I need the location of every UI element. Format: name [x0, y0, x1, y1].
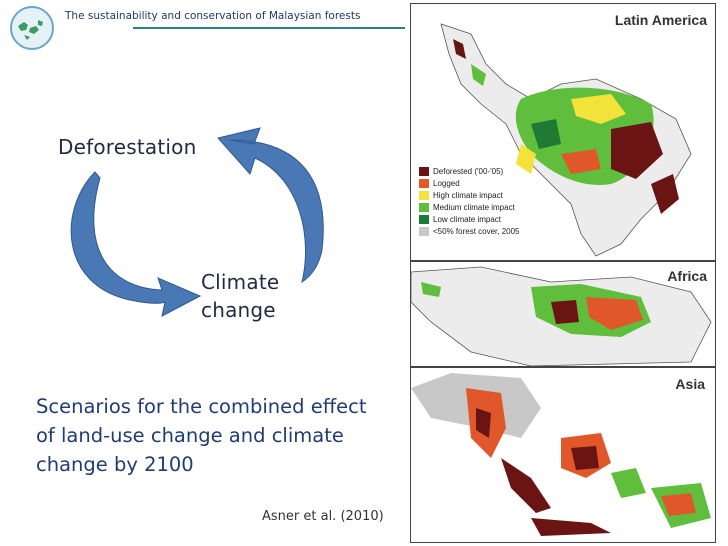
legend-label: Deforested ('00-'05): [433, 167, 504, 176]
map-panel-asia: Asia: [411, 368, 715, 542]
deforestation-label: Deforestation: [58, 135, 197, 159]
legend-label: Medium climate impact: [433, 203, 515, 212]
legend-swatch: [419, 167, 429, 176]
latin-america-map: [411, 4, 715, 260]
cycle-arrow-top: [217, 127, 324, 284]
citation: Asner et al. (2010): [262, 509, 384, 524]
legend-label: Logged: [433, 179, 460, 188]
legend-item: High climate impact: [419, 190, 520, 201]
climate-change-line1: Climate: [201, 270, 280, 294]
legend-item: <50% forest cover, 2005: [419, 226, 520, 237]
cycle-arrow-bottom: [70, 171, 202, 317]
header-divider: [133, 27, 405, 29]
map-panel-africa: Africa: [411, 262, 715, 368]
scenario-text: Scenarios for the combined effect of lan…: [36, 392, 406, 479]
climate-change-line2: change: [201, 298, 276, 322]
legend-item: Logged: [419, 178, 520, 189]
legend-swatch: [419, 227, 429, 236]
forest-impact-maps: Latin America Deforested ('00-'05) Logge…: [410, 3, 716, 543]
scenario-line-3: change by 2100: [36, 453, 194, 476]
legend-swatch: [419, 215, 429, 224]
climate-change-label: Climate change: [201, 268, 279, 324]
africa-map: [411, 262, 715, 366]
scenario-line-2: of land-use change and climate: [36, 424, 344, 447]
legend-swatch: [419, 179, 429, 188]
legend-label: High climate impact: [433, 191, 503, 200]
legend-item: Low climate impact: [419, 214, 520, 225]
region-label-africa: Africa: [667, 268, 707, 284]
map-panel-latin-america: Latin America Deforested ('00-'05) Logge…: [411, 4, 715, 262]
logo-globe-icon: [10, 6, 54, 50]
asia-map: [411, 368, 715, 542]
legend-label: Low climate impact: [433, 215, 502, 224]
scenario-line-1: Scenarios for the combined effect: [36, 395, 367, 418]
legend-swatch: [419, 203, 429, 212]
header-title: The sustainability and conservation of M…: [65, 10, 361, 22]
legend-item: Medium climate impact: [419, 202, 520, 213]
legend-swatch: [419, 191, 429, 200]
legend-item: Deforested ('00-'05): [419, 166, 520, 177]
region-label-asia: Asia: [675, 376, 705, 392]
cycle-diagram: [70, 127, 324, 317]
map-legend: Deforested ('00-'05) Logged High climate…: [419, 166, 520, 238]
legend-label: <50% forest cover, 2005: [433, 227, 520, 236]
region-label-latin-america: Latin America: [614, 12, 707, 28]
